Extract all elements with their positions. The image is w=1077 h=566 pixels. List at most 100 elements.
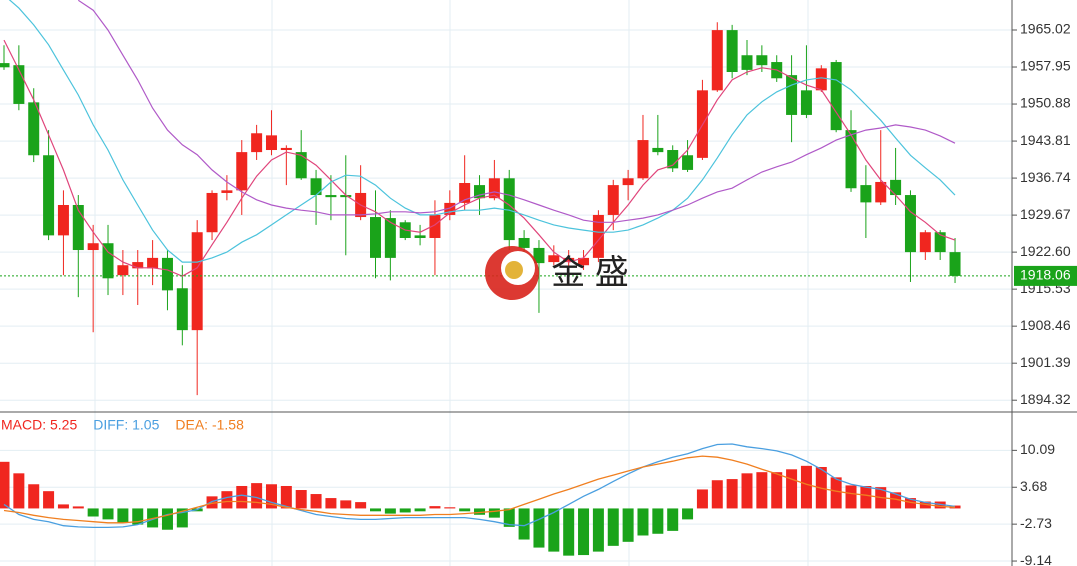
legend-label: MACD: 5.25 (1, 417, 77, 433)
candle-body (919, 232, 931, 253)
y-tick-label: 3.68 (1020, 478, 1047, 494)
candle-body (800, 90, 812, 115)
candle-body (949, 252, 961, 276)
macd-bar (741, 473, 753, 509)
y-tick-label: 1950.88 (1020, 95, 1071, 111)
macd-bar (206, 496, 218, 509)
macd-bar (459, 508, 471, 512)
macd-bar (102, 508, 114, 520)
macd-bar (503, 508, 515, 527)
macd-bar (429, 506, 441, 509)
candle-body (28, 102, 40, 156)
macd-bar (592, 508, 604, 552)
macd-bar (117, 508, 129, 523)
candle-body (726, 30, 738, 72)
candle-body (488, 178, 500, 199)
macd-bar (355, 502, 367, 509)
macd-bar (756, 472, 768, 509)
macd-bar (845, 485, 857, 509)
macd-bar (28, 484, 40, 509)
candle-body (637, 140, 649, 179)
macd-bar (607, 508, 619, 546)
candle-body (741, 55, 753, 70)
candle-body (682, 155, 694, 170)
macd-bar (904, 498, 916, 509)
macd-bar (682, 508, 694, 520)
macd-bar (13, 473, 25, 509)
macd-bar (711, 480, 723, 509)
axis: 1965.02 1957.95 1950.88 1943.81 1936.74 1929.… (1, 21, 1077, 566)
candle-body (563, 257, 575, 263)
last-price-box (1014, 265, 1077, 286)
macd-panel (0, 443, 1012, 562)
candle-body (176, 288, 188, 331)
candle-body (340, 195, 352, 198)
macd-bar (414, 508, 426, 512)
candle-body (845, 130, 857, 189)
candle-body (830, 62, 842, 131)
macd-bar (890, 492, 902, 509)
macd-bar (57, 504, 69, 509)
candle-body (607, 185, 619, 215)
macd-bar (830, 477, 842, 509)
candle-body (786, 75, 798, 115)
candle-body (756, 55, 768, 66)
macd-bar (800, 465, 812, 509)
candle-body (518, 237, 530, 248)
candle-body (890, 179, 902, 196)
y-tick-label: 1894.32 (1020, 391, 1071, 407)
candle-body (414, 235, 426, 238)
candle-body (533, 247, 545, 264)
candle-body (875, 181, 887, 203)
macd-bar (533, 508, 545, 548)
candle-body (280, 147, 292, 151)
macd-bar (444, 507, 456, 509)
candle-body (384, 218, 396, 258)
macd-bar (548, 508, 560, 552)
candle-body (652, 147, 664, 153)
candle-body (117, 265, 129, 276)
candle-body (265, 135, 277, 151)
macd-bar (786, 469, 798, 509)
y-tick-label: 1929.67 (1020, 206, 1071, 222)
candle-body (474, 185, 486, 199)
macd-bar (132, 508, 144, 525)
line (8, 0, 956, 263)
macd-bar (652, 508, 664, 534)
candle-body (43, 155, 55, 236)
candle-body (72, 205, 84, 251)
candle-body (592, 214, 604, 258)
macd-bar (251, 483, 263, 509)
macd-bar (236, 485, 248, 509)
candle-body (191, 232, 203, 331)
macd-bar (265, 484, 277, 509)
y-tick-label: 1908.46 (1020, 317, 1071, 333)
macd-bar (667, 508, 679, 531)
y-tick-label: 1965.02 (1020, 21, 1071, 37)
candle-body (622, 178, 634, 186)
last-price-label: 1918.06 (1020, 267, 1071, 283)
macd-bar (622, 508, 634, 542)
candle-body (251, 133, 263, 153)
candle-body (206, 192, 218, 233)
macd-bar (474, 508, 486, 515)
macd-bar (295, 490, 307, 509)
macd-bar (384, 508, 396, 514)
candle-body (429, 214, 441, 238)
candle-body (310, 178, 322, 196)
line (3, 455, 956, 524)
macd-bar (771, 472, 783, 509)
watermark-logo (485, 246, 539, 300)
y-tick-label: 1943.81 (1020, 132, 1071, 148)
candle-body (161, 257, 173, 291)
y-tick-label: 1936.74 (1020, 169, 1071, 185)
macd-bar (696, 489, 708, 509)
candle-body (548, 255, 560, 263)
candle-body (325, 195, 337, 198)
candle-body (444, 202, 456, 215)
candle-body (904, 195, 916, 253)
macd-bar (310, 494, 322, 509)
y-tick-label: 1922.60 (1020, 243, 1071, 259)
y-tick-label: 1901.39 (1020, 354, 1071, 370)
